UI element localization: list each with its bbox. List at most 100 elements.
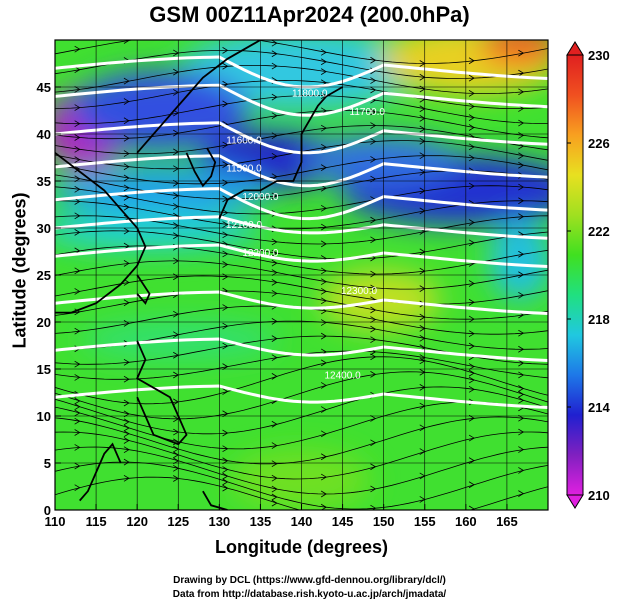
streamline-arrow bbox=[271, 112, 278, 120]
streamline-arrow bbox=[222, 221, 229, 228]
streamline-arrow bbox=[370, 504, 377, 510]
y-tick-label: 40 bbox=[37, 127, 51, 142]
streamline-arrow bbox=[123, 399, 130, 407]
streamline-arrow bbox=[370, 216, 377, 224]
streamline-arrow bbox=[123, 424, 130, 432]
streamline-arrow bbox=[370, 122, 377, 129]
streamline-arrow bbox=[222, 304, 229, 311]
streamline-arrow bbox=[370, 325, 377, 333]
streamline-arrow bbox=[74, 185, 81, 193]
streamline-arrow bbox=[123, 77, 130, 85]
streamline-arrow bbox=[320, 58, 327, 66]
streamline-arrow bbox=[123, 117, 130, 125]
streamline-arrow bbox=[468, 124, 475, 131]
streamline-arrow bbox=[271, 259, 278, 267]
contour-label: 11700.0 bbox=[350, 107, 386, 118]
streamline-arrow bbox=[123, 299, 130, 307]
streamline-arrow bbox=[74, 374, 81, 381]
streamline-arrow bbox=[271, 442, 278, 449]
streamline-arrow bbox=[74, 45, 81, 53]
streamline-arrow bbox=[74, 104, 81, 111]
streamline-arrow bbox=[468, 154, 475, 162]
x-tick-label: 165 bbox=[496, 514, 518, 529]
streamline-arrow bbox=[370, 236, 377, 244]
streamline-arrow bbox=[74, 198, 81, 205]
streamline-arrow bbox=[518, 197, 525, 205]
map-field: 11800.0 11700.0 11600.0 11500.0 12000.0 12100… bbox=[55, 40, 548, 510]
streamline-arrow bbox=[468, 90, 475, 97]
streamline-arrow bbox=[518, 391, 525, 398]
streamline-arrow bbox=[468, 74, 475, 82]
y-tick-label: 35 bbox=[37, 174, 51, 189]
colorbar-tick-label: 210 bbox=[588, 488, 610, 503]
streamline-arrow bbox=[468, 57, 475, 65]
y-tick-label: 15 bbox=[37, 362, 51, 377]
y-tick-label: 0 bbox=[44, 503, 51, 518]
streamline-arrow bbox=[320, 297, 327, 305]
x-tick-label: 125 bbox=[167, 514, 189, 529]
streamline-arrow bbox=[271, 354, 278, 362]
streamline-arrow bbox=[468, 457, 475, 464]
streamline-arrow bbox=[320, 68, 327, 75]
streamline-arrow bbox=[222, 161, 229, 168]
streamline-arrow bbox=[271, 290, 278, 297]
streamline-arrow bbox=[468, 342, 475, 350]
streamline-arrow bbox=[74, 229, 81, 236]
streamline-arrow bbox=[271, 318, 278, 325]
streamline-arrow bbox=[123, 260, 130, 267]
streamline-arrow bbox=[518, 385, 525, 392]
coastline bbox=[218, 86, 344, 219]
streamline-arrow bbox=[518, 250, 525, 258]
streamline-arrow bbox=[271, 335, 278, 342]
streamline-arrow bbox=[271, 420, 278, 428]
streamline-arrow bbox=[74, 403, 81, 410]
streamline-arrow bbox=[518, 467, 525, 474]
streamline-arrow bbox=[123, 458, 130, 466]
contour-label: 11800.0 bbox=[292, 88, 328, 99]
streamline-arrow bbox=[74, 267, 81, 275]
streamline-arrow bbox=[370, 56, 377, 64]
streamline-arrow bbox=[222, 100, 229, 108]
streamline-arrow bbox=[320, 406, 327, 413]
streamline-arrow bbox=[222, 261, 229, 268]
streamline-arrow bbox=[320, 287, 327, 295]
streamline-arrow bbox=[123, 227, 130, 235]
streamline-arrow bbox=[320, 143, 327, 151]
streamline-arrow bbox=[123, 430, 130, 438]
y-tick-label: 25 bbox=[37, 268, 51, 283]
streamline-arrow bbox=[518, 371, 525, 379]
streamline-arrow bbox=[320, 359, 327, 367]
streamline-arrow bbox=[518, 69, 525, 77]
streamline-arrow bbox=[320, 332, 327, 340]
streamline-arrow bbox=[222, 445, 229, 453]
streamline-arrow bbox=[271, 62, 278, 70]
contour-label: 12400.0 bbox=[325, 370, 362, 381]
streamline-arrow bbox=[468, 385, 475, 393]
x-tick-label: 150 bbox=[373, 514, 395, 529]
streamline-arrow bbox=[370, 316, 377, 323]
streamline-arrow bbox=[370, 306, 377, 314]
streamline-arrow bbox=[320, 382, 327, 389]
streamline-arrow bbox=[123, 375, 130, 383]
streamline-arrow bbox=[370, 439, 377, 447]
colorbar-bottom-arrow bbox=[566, 494, 584, 509]
streamline-arrow bbox=[320, 490, 327, 498]
y-tick-label: 45 bbox=[37, 80, 51, 95]
streamline-arrow bbox=[370, 138, 377, 145]
x-tick-label: 160 bbox=[455, 514, 477, 529]
colorbar-tick-label: 222 bbox=[588, 224, 610, 239]
streamline-arrow bbox=[123, 98, 130, 105]
x-tick-label: 130 bbox=[208, 514, 230, 529]
streamline-arrow bbox=[123, 203, 130, 211]
streamline-arrow bbox=[222, 209, 229, 217]
streamline-arrow bbox=[222, 273, 229, 281]
streamline-arrow bbox=[370, 77, 377, 84]
streamline-arrow bbox=[271, 152, 278, 160]
contour-label: 11500.0 bbox=[226, 164, 262, 175]
streamline-arrow bbox=[370, 463, 377, 471]
streamline-arrow bbox=[518, 329, 525, 337]
colorbar-bar bbox=[566, 54, 584, 496]
axes: 110 115 120 125 130 135 140 145 150 155 160 165 0 5 10… bbox=[37, 80, 518, 529]
y-tick-label: 30 bbox=[37, 221, 51, 236]
streamline-arrow bbox=[370, 108, 377, 116]
